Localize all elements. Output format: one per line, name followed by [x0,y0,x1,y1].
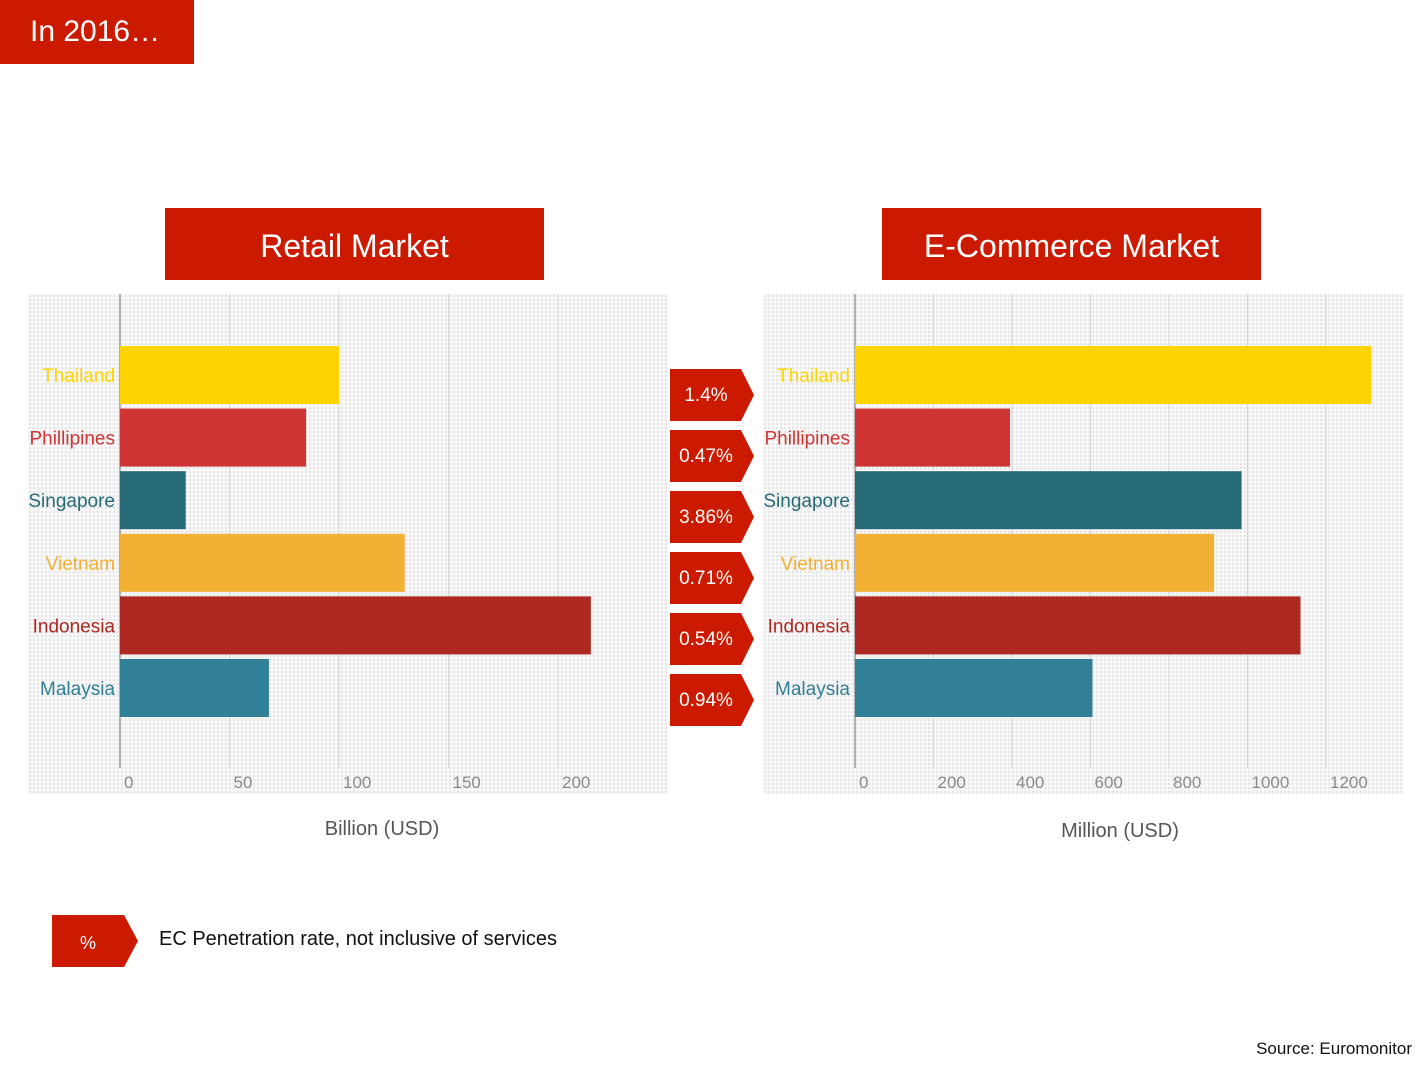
retail-category-label: Phillipines [29,429,115,450]
rate-arrow-shape [670,491,754,543]
penetration-rate-marker: 3.86% [670,491,754,543]
retail-tick-label: 150 [453,773,481,792]
rate-arrow-shape [670,369,754,421]
ecommerce-bar-thailand [855,346,1372,404]
ecommerce-tick-label: 1000 [1252,773,1290,792]
ecommerce-chart-plot: Thailand Phillipines Singapore Vietnam Indon… [763,294,1403,794]
ecommerce-category-label: Singapore [763,491,850,512]
ecommerce-tick-label: 400 [1016,773,1044,792]
rate-arrow-shape [670,430,754,482]
ecommerce-bar-singapore [855,471,1242,530]
ecommerce-chart-svg: Thailand Phillipines Singapore Vietnam Indon… [763,294,1372,792]
retail-x-axis-label: Billion (USD) [324,818,440,840]
ecommerce-category-label: Malaysia [775,679,850,700]
penetration-rate-marker: 1.4% [670,369,754,421]
retail-bar-malaysia [120,659,269,717]
ecommerce-bar-malaysia [855,659,1093,717]
ecommerce-bar-indonesia [855,596,1301,655]
penetration-rate-value: 1.4% [684,385,728,406]
ecommerce-category-label: Vietnam [781,554,850,575]
retail-bar-indonesia [120,596,591,655]
retail-bar-singapore [120,471,186,530]
rate-arrow-shape [670,552,754,604]
retail-chart-title: Retail Market [165,208,544,280]
ecommerce-tick-label: 1200 [1330,773,1368,792]
retail-category-label: Thailand [42,366,115,387]
retail-bar-vietnam [120,533,405,592]
ecommerce-tick-label: 600 [1095,773,1123,792]
retail-category-label: Malaysia [40,679,115,700]
retail-category-label: Indonesia [33,616,116,637]
penetration-rate-value: 0.94% [679,690,733,711]
retail-tick-label: 50 [234,773,253,792]
penetration-rate-value: 3.86% [679,507,733,528]
rate-arrow-shape [670,613,754,665]
ecommerce-bar-phillipines [855,408,1011,467]
penetration-rate-marker: 0.94% [670,674,754,726]
retail-category-label: Vietnam [46,554,115,575]
penetration-rate-marker: 0.47% [670,430,754,482]
retail-chart-svg: Thailand Phillipines Singapore Vietnam Indon… [28,294,591,792]
retail-category-label: Singapore [28,491,115,512]
legend-marker: % [52,915,138,967]
ecommerce-tick-label: 0 [859,773,868,792]
retail-bar-thailand [120,346,339,404]
legend-text: EC Penetration rate, not inclusive of se… [159,928,557,950]
legend-marker-symbol: % [79,933,96,953]
retail-bar-phillipines [120,408,307,467]
source-note: Source: Euromonitor [1256,1039,1412,1058]
ecommerce-category-label: Indonesia [768,616,851,637]
ecommerce-chart-title: E-Commerce Market [882,208,1261,280]
penetration-rate-value: 0.71% [679,568,733,589]
retail-tick-label: 0 [124,773,133,792]
ecommerce-tick-label: 200 [938,773,966,792]
ecommerce-tick-label: 800 [1173,773,1201,792]
penetration-rate-value: 0.54% [679,629,733,650]
ecommerce-category-label: Phillipines [764,429,850,450]
legend-arrow-shape [52,915,138,967]
penetration-rate-marker: 0.71% [670,552,754,604]
ecommerce-category-label: Thailand [777,366,850,387]
ecommerce-bar-vietnam [855,533,1215,592]
penetration-rate-value: 0.47% [679,446,733,467]
rate-arrow-shape [670,674,754,726]
ecommerce-x-axis-label: Million (USD) [1061,820,1179,842]
penetration-rate-marker: 0.54% [670,613,754,665]
retail-tick-label: 200 [562,773,590,792]
retail-tick-label: 100 [343,773,371,792]
year-badge: In 2016… [0,0,194,64]
retail-chart-plot: Thailand Phillipines Singapore Vietnam Indon… [28,294,668,794]
